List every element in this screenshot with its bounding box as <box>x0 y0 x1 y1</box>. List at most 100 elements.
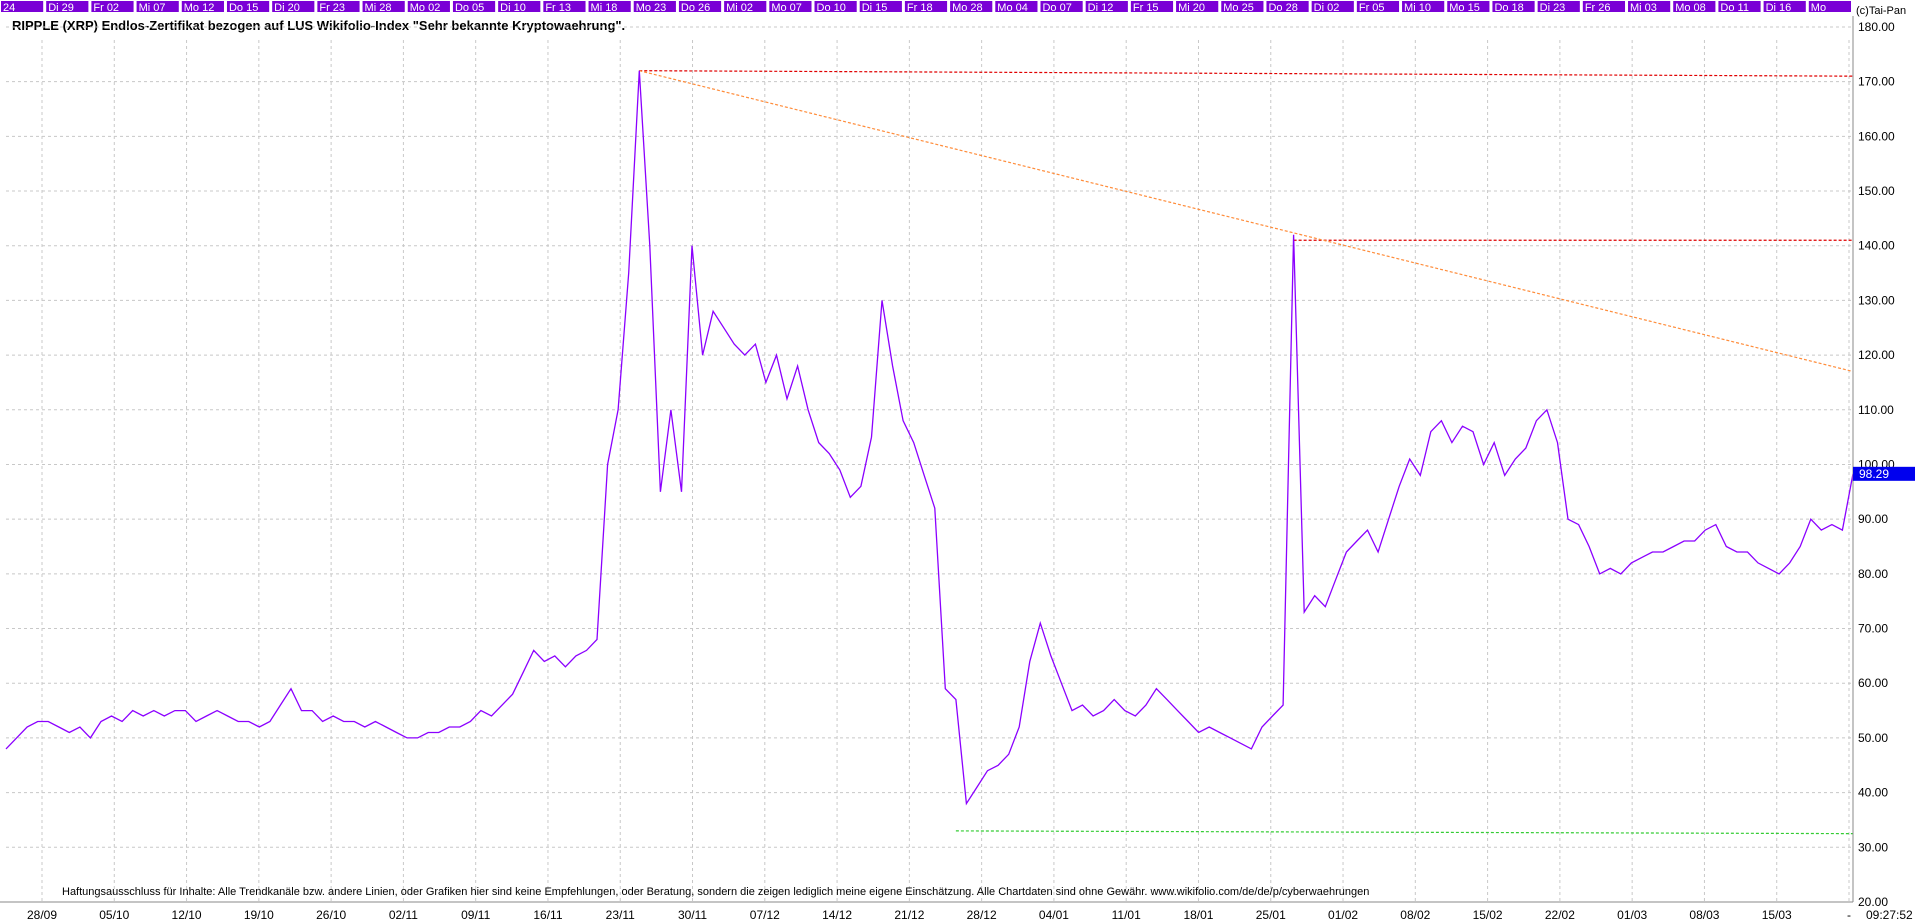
day-label: Mo 12 <box>184 2 215 14</box>
x-tick-label: 15/03 <box>1762 908 1792 922</box>
day-label: Di 23 <box>1540 2 1566 14</box>
day-label: Mo 04 <box>997 2 1028 14</box>
trend-line <box>639 70 1854 373</box>
day-label-cell <box>1085 1 1128 12</box>
x-tick-label: 22/02 <box>1545 908 1575 922</box>
x-tick-label: 28/09 <box>27 908 57 922</box>
x-tick-label: 01/02 <box>1328 908 1358 922</box>
day-label: Fr 05 <box>1359 2 1385 14</box>
y-tick-label: 90.00 <box>1858 512 1888 526</box>
y-tick-label: 170.00 <box>1858 75 1895 89</box>
day-label-cell <box>769 1 812 12</box>
day-label: Fr 15 <box>1133 2 1159 14</box>
x-tick-label: 01/03 <box>1617 908 1647 922</box>
day-label: Mo <box>1811 2 1826 14</box>
day-label-cell <box>1718 1 1761 12</box>
day-label: Di 16 <box>1766 2 1792 14</box>
day-label: Di 12 <box>1088 2 1114 14</box>
day-label-cell <box>1040 1 1083 12</box>
y-tick-label: 130.00 <box>1858 293 1895 307</box>
x-tick-label: 16/11 <box>533 908 562 922</box>
y-tick-label: 50.00 <box>1858 731 1888 745</box>
day-label: Fr 23 <box>319 2 345 14</box>
x-tick-label: 11/01 <box>1112 908 1141 922</box>
day-label-cell <box>678 1 722 12</box>
y-tick-label: 70.00 <box>1858 622 1888 636</box>
day-label-cell <box>1266 1 1309 12</box>
x-tick-label: 18/01 <box>1183 908 1213 922</box>
day-label: Di 15 <box>862 2 888 14</box>
day-label-cell <box>181 1 224 12</box>
y-tick-label: 30.00 <box>1858 840 1888 854</box>
day-label-cell <box>362 1 405 12</box>
x-tick-label: 23/11 <box>606 908 635 922</box>
day-label-cell <box>1130 1 1174 12</box>
y-axis: 20.00 30.00 40.00 50.00 60.00 70.00 80.00 90.00… <box>1852 16 1895 909</box>
day-label-cell <box>1628 1 1671 12</box>
day-label-cell <box>995 1 1038 12</box>
day-label-cell <box>588 1 631 12</box>
y-tick-label: 60.00 <box>1858 676 1888 690</box>
day-label-cell <box>904 1 948 12</box>
day-label: Mi 28 <box>365 2 392 14</box>
day-label: Do 10 <box>817 2 846 14</box>
day-label-cell <box>633 1 676 12</box>
day-label: Do 26 <box>681 2 710 14</box>
day-label: Mo 07 <box>771 2 802 14</box>
day-label: Di 10 <box>500 2 526 14</box>
x-tick-label: 14/12 <box>822 908 852 922</box>
day-label-cell <box>1763 1 1806 12</box>
day-label-cell <box>814 1 857 12</box>
grid-lines <box>6 26 1853 903</box>
series-line-price <box>5 70 1854 806</box>
y-tick-label: 180.00 <box>1858 20 1895 34</box>
day-label-cell <box>498 1 541 12</box>
x-tick-label: 25/01 <box>1256 908 1286 922</box>
y-tick-label: 160.00 <box>1858 129 1895 143</box>
day-label-cell <box>1221 1 1264 12</box>
x-tick-label: 08/02 <box>1400 908 1430 922</box>
day-label-cell <box>1 1 44 12</box>
y-tick-label: 80.00 <box>1858 567 1888 581</box>
x-tick-label: 30/11 <box>678 908 707 922</box>
day-label-cell <box>950 1 993 12</box>
day-label-cell <box>407 1 450 12</box>
day-label-cell <box>1176 1 1219 12</box>
day-label: Do 07 <box>1042 2 1071 14</box>
x-tick-label: 15/02 <box>1473 908 1503 922</box>
y-tick-label: 20.00 <box>1858 895 1888 909</box>
x-tick-label: 08/03 <box>1689 908 1719 922</box>
day-label: Fr 02 <box>93 2 119 14</box>
last-value-badge-bg <box>1853 466 1915 481</box>
day-label: Mo 02 <box>410 2 441 14</box>
day-label: Mi 07 <box>139 2 166 14</box>
day-label: Fr 18 <box>907 2 933 14</box>
y-tick-label: 120.00 <box>1858 348 1895 362</box>
day-label: Mi 10 <box>1404 2 1431 14</box>
day-label: Di 02 <box>1314 2 1340 14</box>
drawn-lines <box>639 70 1854 835</box>
day-label-cell <box>1673 1 1716 12</box>
day-label-cell <box>1582 1 1626 12</box>
y-tick-label: 150.00 <box>1858 184 1895 198</box>
x-tick-label: 19/10 <box>244 908 274 922</box>
day-label-cell <box>1402 1 1445 12</box>
day-label: Mo 25 <box>1223 2 1254 14</box>
copyright-label: (c)Tai-Pan <box>1856 5 1906 17</box>
y-tick-label: 110.00 <box>1858 403 1894 417</box>
x-tick-label: 09/11 <box>461 908 490 922</box>
day-label: Mo 23 <box>636 2 667 14</box>
day-label: Di 20 <box>274 2 300 14</box>
day-label-cell <box>859 1 902 12</box>
day-label: Mi 20 <box>1178 2 1205 14</box>
time-label: 09:27:52 <box>1866 908 1913 922</box>
x-tick-label: - <box>1847 908 1851 922</box>
day-label: Do 18 <box>1494 2 1523 14</box>
x-tick-label: 05/10 <box>99 908 129 922</box>
day-label: Mi 03 <box>1630 2 1657 14</box>
day-label: Mi 18 <box>591 2 618 14</box>
last-value-label: 98.29 <box>1859 467 1889 481</box>
day-label: Do 11 <box>1720 2 1749 14</box>
last-value-badge: 98.29 <box>1853 466 1915 481</box>
